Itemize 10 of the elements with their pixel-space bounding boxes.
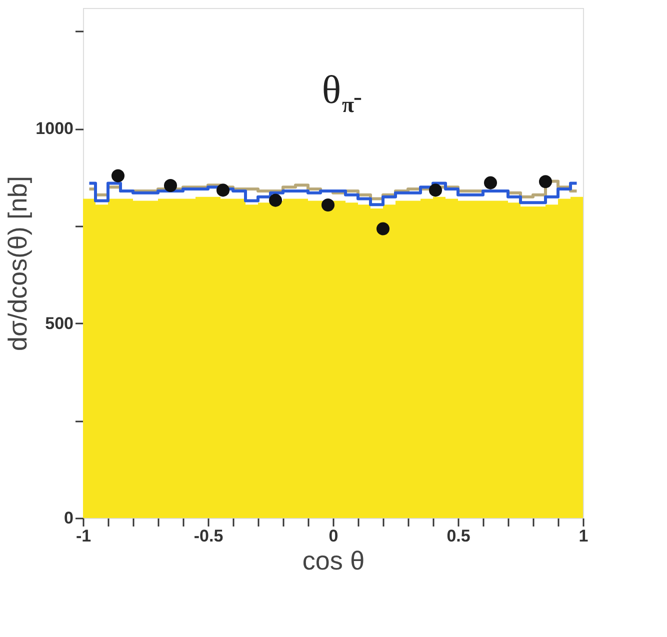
- x-tick-label: -0.5: [194, 526, 224, 546]
- x-tick-label: 1: [578, 526, 588, 546]
- x-tick-label: 0.5: [446, 526, 470, 546]
- y-tick-label: 1000: [36, 119, 74, 138]
- y-tick-label: 0: [64, 508, 74, 528]
- y-tick-label: 500: [45, 314, 74, 333]
- x-tick-label: 0: [328, 526, 338, 546]
- x-tick-label: -1: [76, 526, 92, 546]
- x-axis-title: cos θ: [302, 546, 365, 576]
- y-axis-title: dσ/dcos(θ) [nb]: [2, 176, 33, 352]
